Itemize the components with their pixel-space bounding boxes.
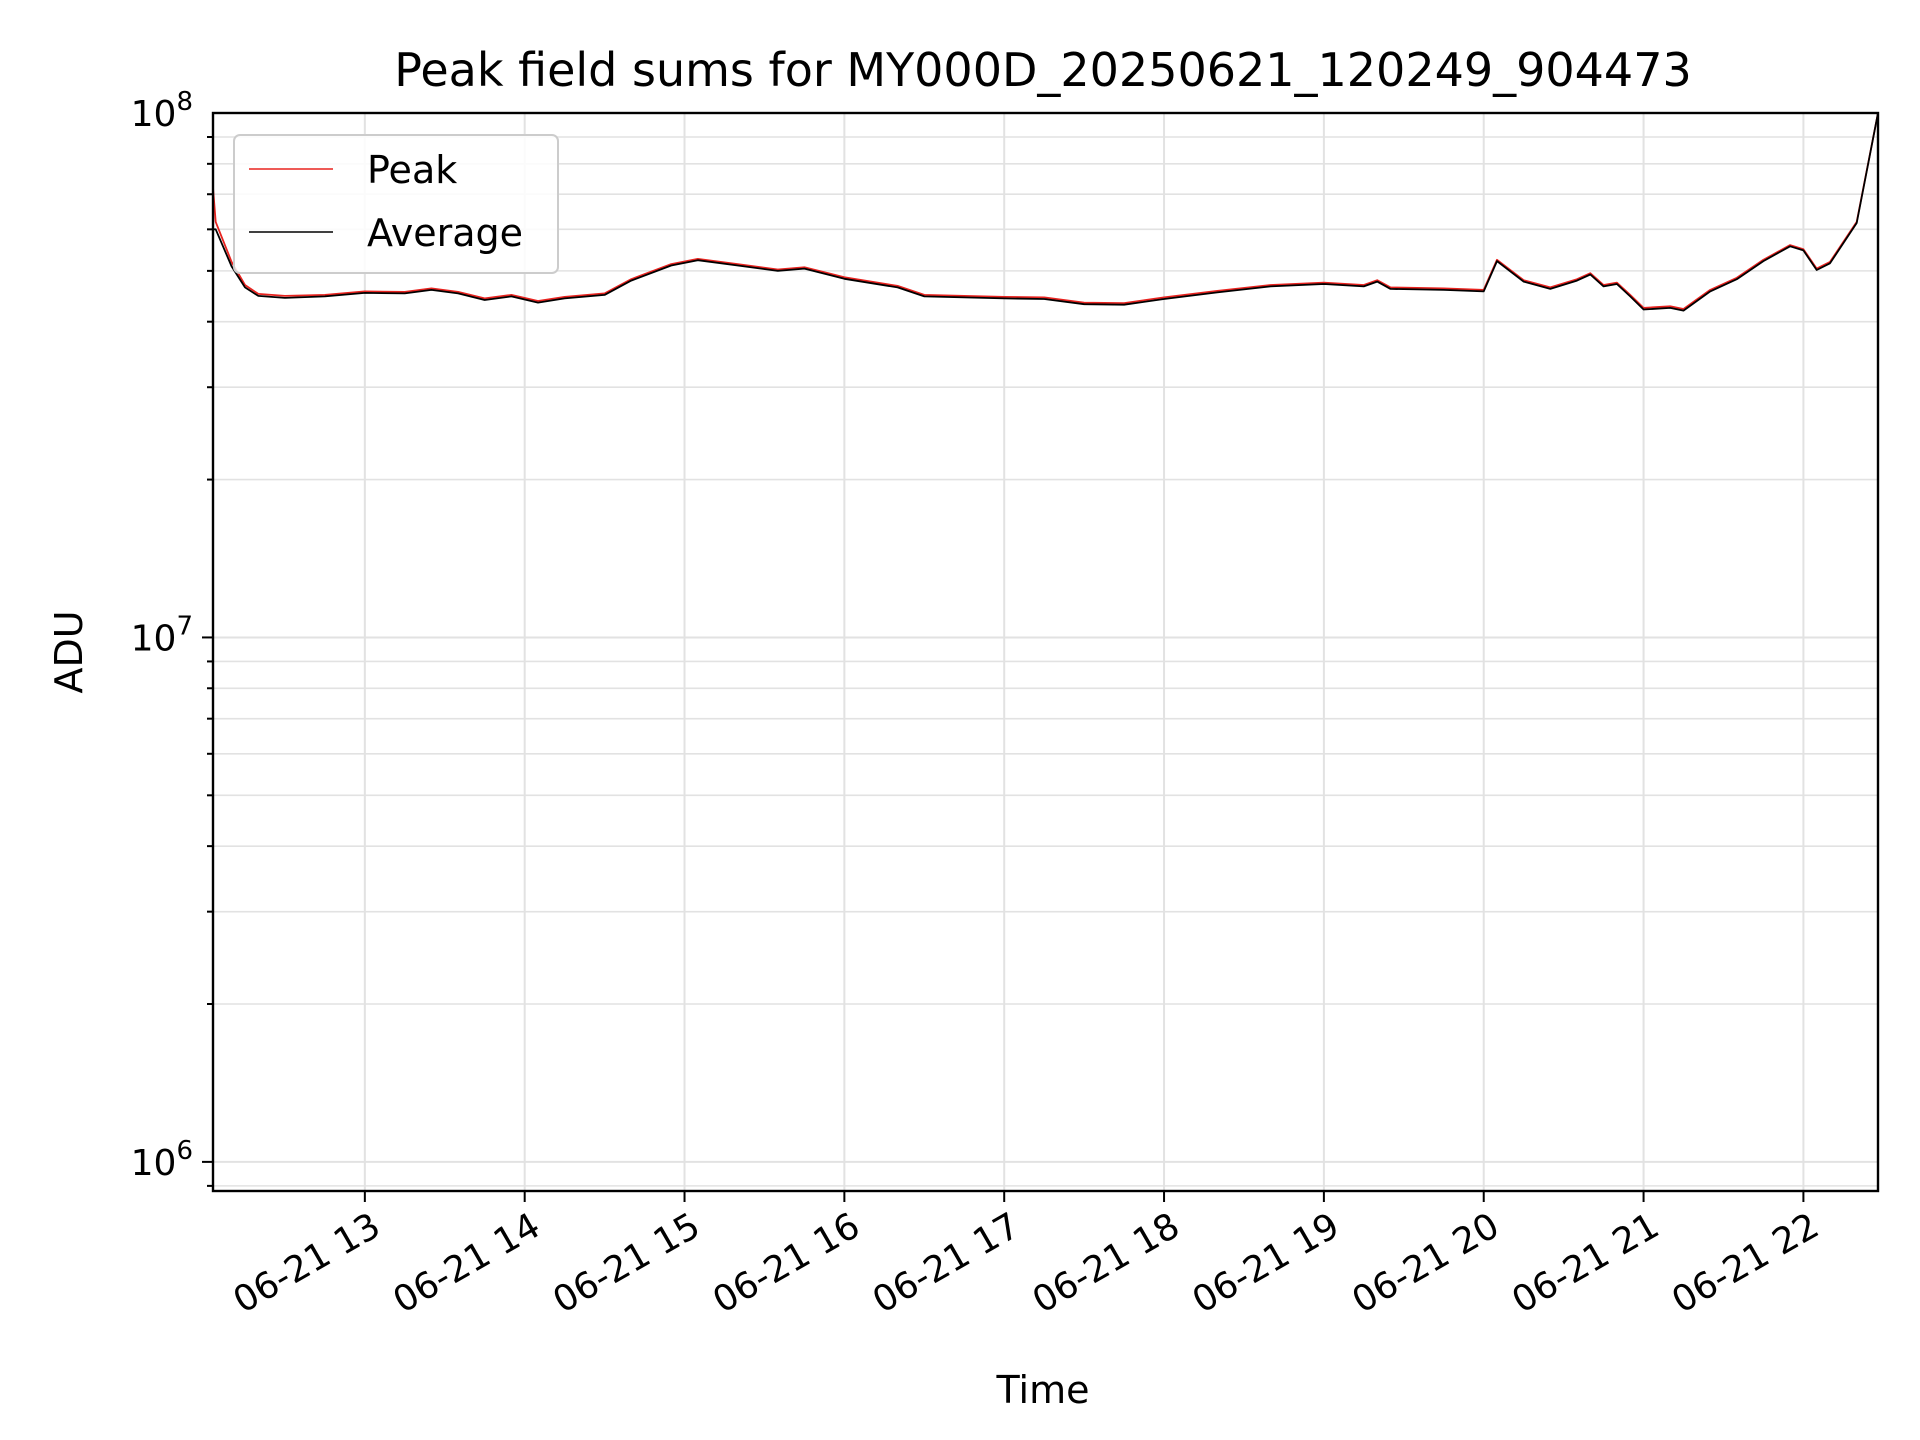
legend: Peak Average (233, 134, 559, 274)
legend-label-average: Average (367, 211, 523, 255)
y-axis-label: ADU (47, 610, 91, 693)
series-line-peak (212, 112, 1879, 1141)
y-axis-ticks: 106 107 108 (131, 87, 213, 1187)
y-tick-label-1e6: 106 (131, 1136, 193, 1184)
series-line-average (212, 112, 1879, 1141)
y-tick-label-1e8: 108 (131, 87, 193, 135)
chart-title: Peak field sums for MY000D_20250621_1202… (394, 43, 1691, 97)
plot-frame (211, 111, 1880, 1193)
x-axis-label: Time (996, 1368, 1090, 1412)
grid (213, 113, 1878, 1191)
y-tick-label-1e7: 107 (131, 611, 193, 659)
series-lines (212, 112, 1879, 1141)
legend-label-peak: Peak (367, 148, 457, 192)
